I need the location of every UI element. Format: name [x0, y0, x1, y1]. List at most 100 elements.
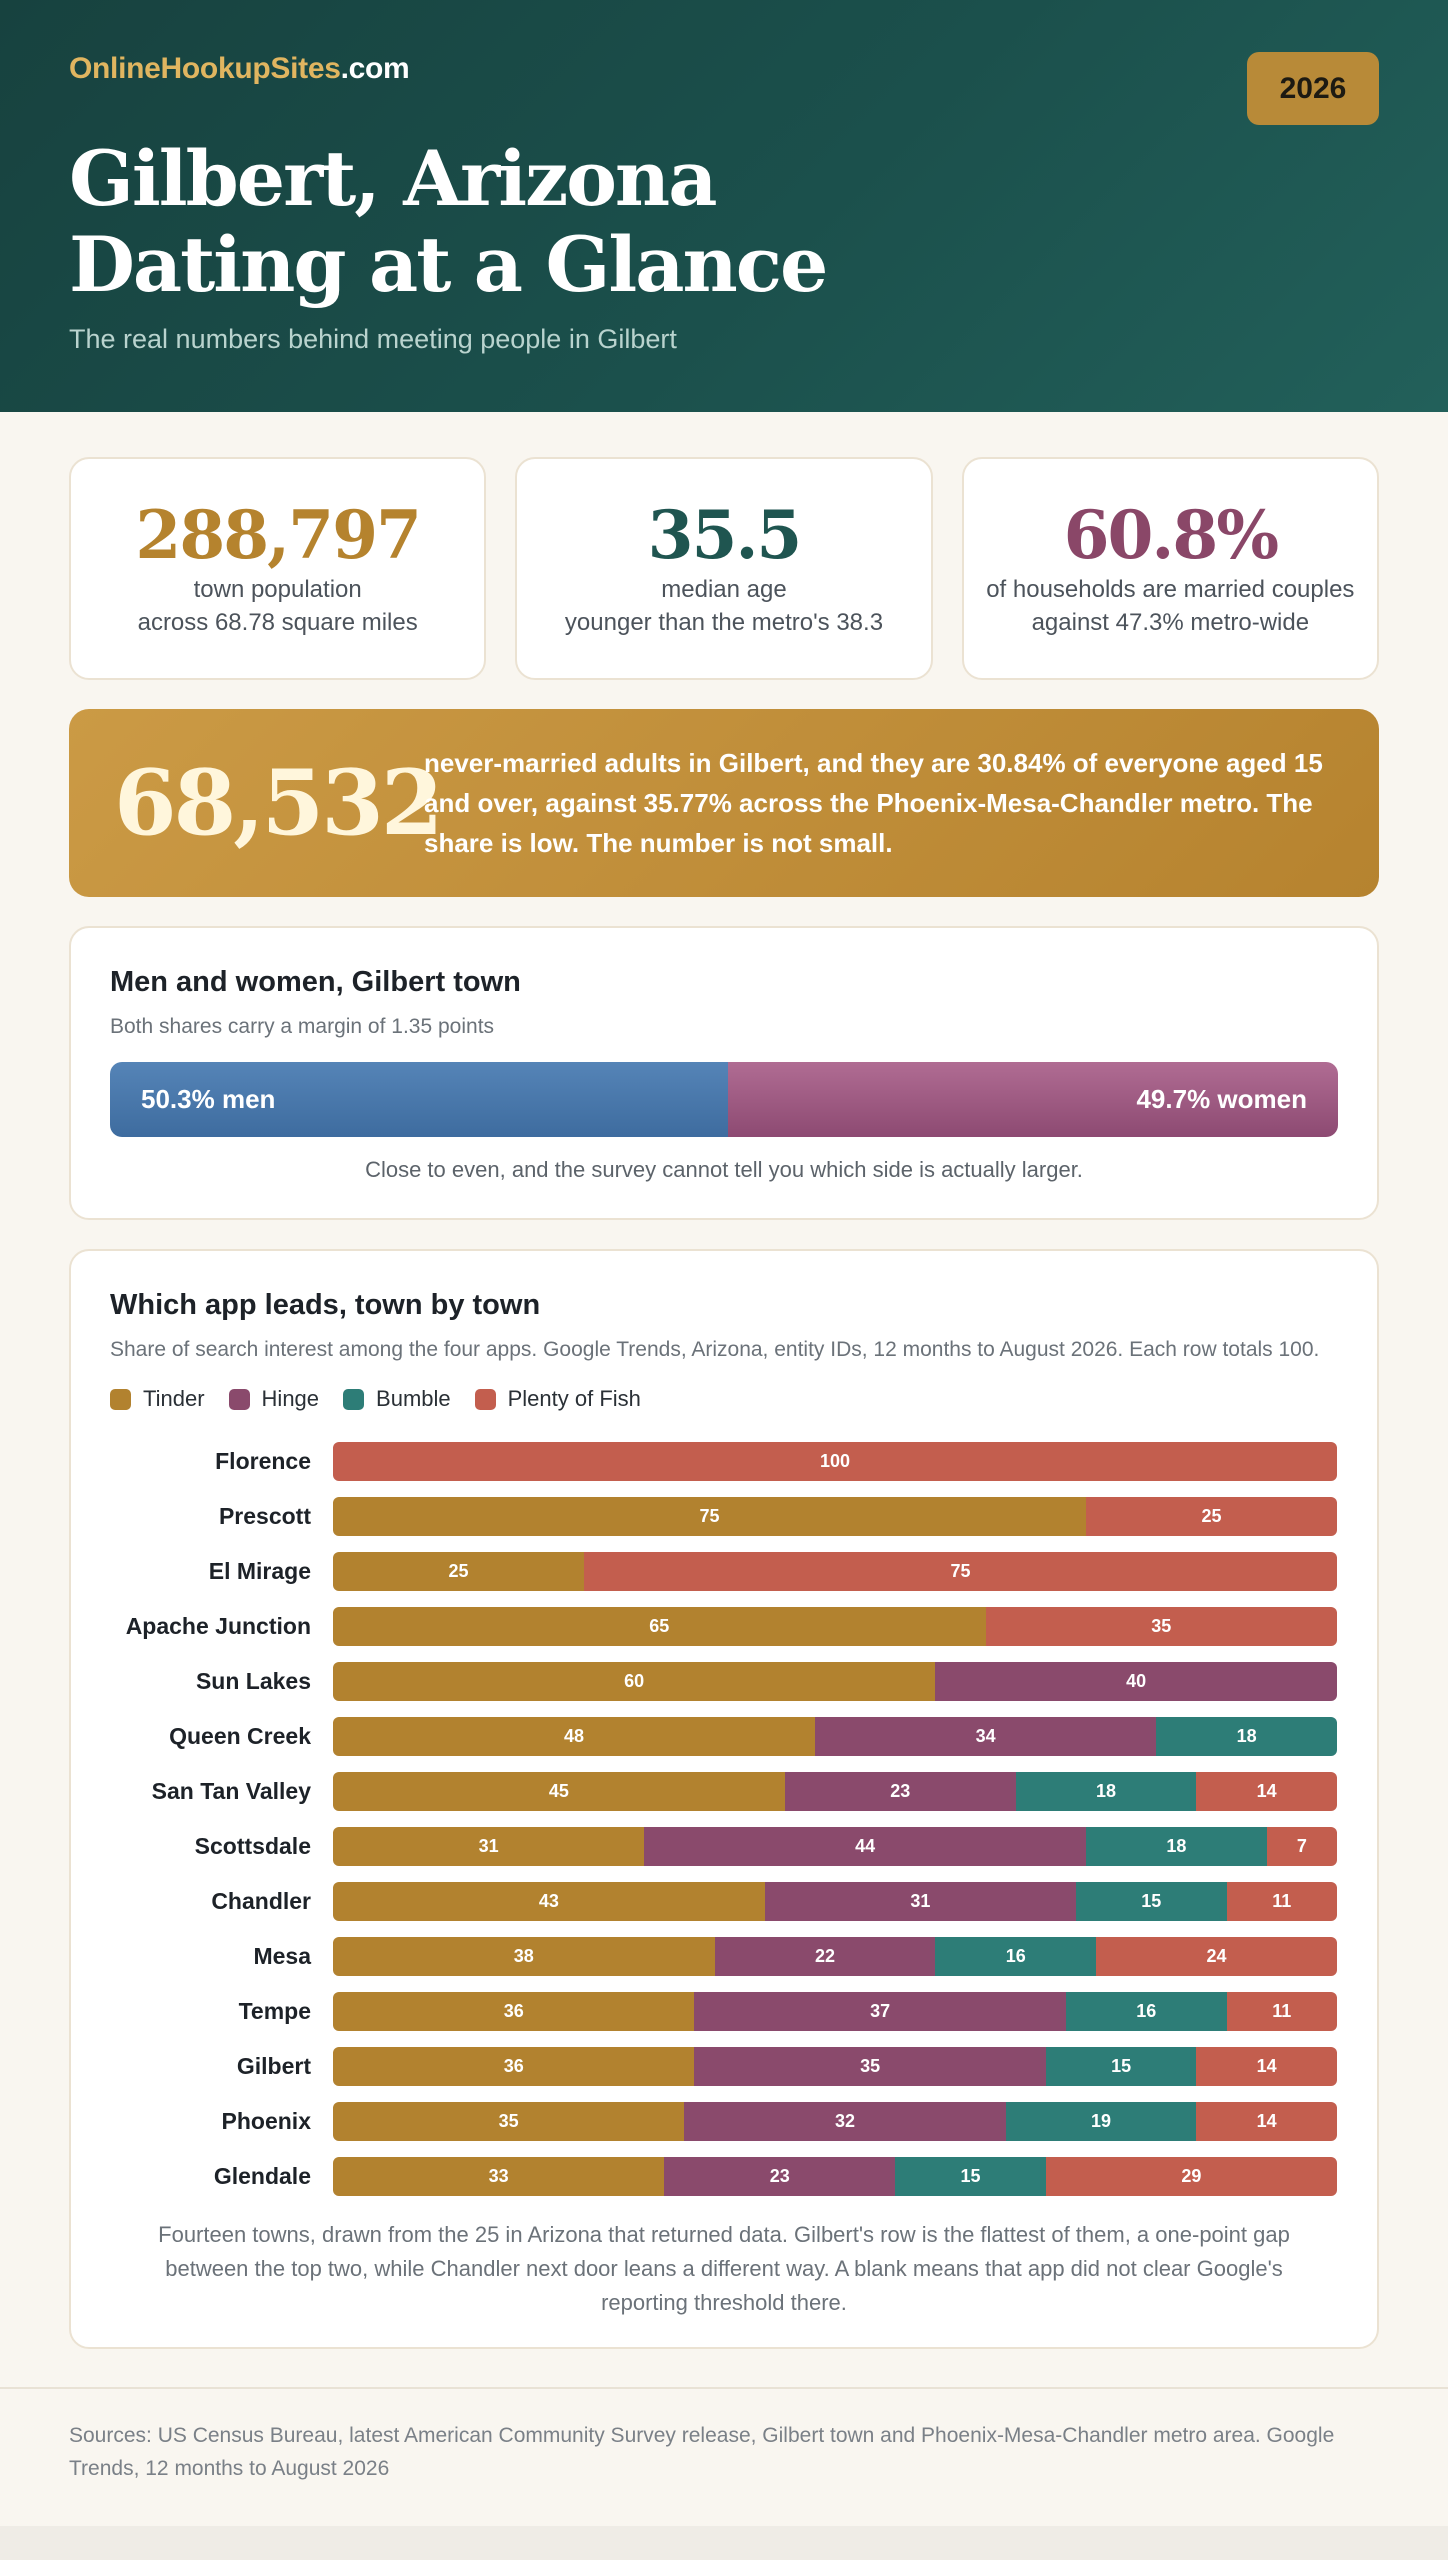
category-label: Mesa [253, 1943, 311, 1969]
data-label: 75 [950, 1561, 971, 1581]
data-label: 75 [699, 1506, 720, 1526]
bar-row-phoenix: Phoenix 35 32 19 14 [110, 2094, 1338, 2149]
bar-row-chandler: Chandler 43 31 15 11 [110, 1874, 1338, 1929]
year-badge: 2026 [1247, 52, 1379, 125]
stacked-bar: 36 37 16 11 [333, 1992, 1337, 2031]
bar-segment-bumble: 18 [1015, 1772, 1197, 1811]
data-label: 35 [1151, 1616, 1172, 1636]
data-label: 18 [1166, 1836, 1187, 1856]
bar-segment-tinder: 35 [333, 2102, 685, 2141]
bar-segment-hinge: 22 [714, 1937, 936, 1976]
bar-segment-hinge: 32 [684, 2102, 1006, 2141]
gender-caption: Close to even, and the survey cannot tel… [365, 1157, 1083, 1182]
bar-segment-tinder: 38 [333, 1937, 715, 1976]
data-label: 14 [1256, 1781, 1277, 1801]
category-label: Apache Junction [125, 1613, 311, 1639]
bar-segment-bumble: 15 [1045, 2047, 1197, 2086]
category-label: Florence [215, 1448, 311, 1474]
bar-segment-hinge: 23 [784, 1772, 1016, 1811]
legend-label: Hinge [261, 1386, 320, 1411]
data-label: 14 [1256, 2111, 1277, 2131]
legend-swatch [474, 1388, 496, 1410]
bar-row-gilbert: Gilbert 36 35 15 14 [110, 2039, 1338, 2094]
stat-value: 35.5 [647, 496, 803, 574]
never-married-text: never-married adults in Gilbert, and the… [424, 748, 1323, 858]
data-label: 36 [503, 2001, 524, 2021]
data-label: 34 [975, 1726, 996, 1746]
stat-label: of households are married couples [986, 576, 1355, 603]
legend-label: Plenty of Fish [507, 1386, 641, 1411]
legend-item-plenty-of-fish: Plenty of Fish [474, 1386, 641, 1412]
data-label: 15 [1141, 1891, 1162, 1911]
data-label: 44 [855, 1836, 876, 1856]
bar-segment-bumble: 19 [1005, 2102, 1197, 2141]
bar-segment-tinder: 25 [333, 1552, 584, 1591]
data-label: 38 [513, 1946, 534, 1966]
bar-segment-tinder: 33 [333, 2157, 665, 2196]
stacked-bar: 43 31 15 11 [333, 1882, 1337, 1921]
bar-segment-bumble: 18 [1156, 1717, 1337, 1756]
stat-card-population: 288,797 town population across 68.78 squ… [69, 457, 487, 680]
bar-segment-tinder: 43 [333, 1882, 765, 1921]
apps-caption: Fourteen towns, drawn from the 25 in Ari… [158, 2222, 1290, 2315]
data-label: 60 [624, 1671, 645, 1691]
stat-value: 60.8% [1063, 496, 1279, 574]
bar-segment-bumble: 16 [1065, 1992, 1227, 2031]
bar-segment-tinder: 75 [333, 1497, 1086, 1536]
bar-row-apache-junction: Apache Junction 65 35 [110, 1599, 1338, 1654]
bar-segment-plenty-of-fish: 24 [1096, 1937, 1337, 1976]
stacked-bar: 35 32 19 14 [333, 2102, 1337, 2141]
data-label: 36 [503, 2056, 524, 2076]
stat-value: 288,797 [135, 496, 422, 574]
stacked-bar: 65 35 [333, 1607, 1337, 1646]
bar-segment-bumble: 16 [935, 1937, 1097, 1976]
data-label: 31 [910, 1891, 931, 1911]
category-label: Gilbert [236, 2053, 311, 2079]
gender-bar: 50.3% men 49.7% women [110, 1062, 1338, 1137]
gender-bar-men: 50.3% men [110, 1062, 728, 1137]
page-title: Gilbert, Arizona Dating at a Glance [69, 136, 1379, 308]
stacked-bar: 25 75 [333, 1552, 1337, 1591]
bar-segment-hinge: 35 [694, 2047, 1046, 2086]
data-label: 23 [890, 1781, 911, 1801]
bar-row-florence: Florence 100 [110, 1434, 1338, 1489]
bar-segment-tinder: 45 [333, 1772, 785, 1811]
women-label: 49.7% women [1136, 1084, 1307, 1114]
stacked-bar-chart: Florence 100 Prescott 75 25 El Mirage 25 75 Apac… [110, 1434, 1338, 2204]
bar-segment-hinge: 37 [694, 1992, 1066, 2031]
data-label: 18 [1236, 1726, 1257, 1746]
bar-row-tempe: Tempe 36 37 16 11 [110, 1984, 1338, 2039]
bar-segment-hinge: 44 [644, 1827, 1086, 1866]
category-label: Queen Creek [169, 1723, 311, 1749]
legend-label: Tinder [143, 1386, 205, 1411]
stat-card-median-age: 35.5 median age younger than the metro's… [515, 457, 933, 680]
data-label: 37 [870, 2001, 891, 2021]
stacked-bar: 48 34 18 [333, 1717, 1337, 1756]
bar-segment-bumble: 18 [1085, 1827, 1267, 1866]
category-label: San Tan Valley [151, 1778, 311, 1804]
category-label: El Mirage [208, 1558, 311, 1584]
data-label: 43 [538, 1891, 559, 1911]
legend-label: Bumble [376, 1386, 451, 1411]
page-subtitle: The real numbers behind meeting people i… [69, 324, 677, 354]
brand-name: OnlineHookupSites [69, 52, 341, 85]
stat-detail: against 47.3% metro-wide [1031, 609, 1310, 636]
chart-legend: Tinder Hinge Bumble Plenty of Fish [110, 1386, 1338, 1412]
stat-detail: younger than the metro's 38.3 [564, 609, 884, 636]
bar-segment-plenty-of-fish: 35 [985, 1607, 1337, 1646]
brand-logo[interactable]: OnlineHookupSites.com [69, 52, 1379, 86]
category-label: Tempe [238, 1998, 311, 2024]
hero-header: OnlineHookupSites.com 2026 Gilbert, Ariz… [0, 0, 1448, 412]
data-label: 25 [1201, 1506, 1222, 1526]
bar-segment-plenty-of-fish: 25 [1086, 1497, 1337, 1536]
bar-segment-tinder: 36 [333, 2047, 695, 2086]
bar-segment-tinder: 65 [333, 1607, 986, 1646]
bar-segment-bumble: 15 [1075, 1882, 1227, 1921]
bar-segment-tinder: 36 [333, 1992, 695, 2031]
bar-row-mesa: Mesa 38 22 16 24 [110, 1929, 1338, 1984]
legend-item-bumble: Bumble [343, 1386, 451, 1412]
data-label: 65 [649, 1616, 670, 1636]
apps-title: Which app leads, town by town [110, 1289, 541, 1321]
stat-label: town population [193, 576, 362, 603]
